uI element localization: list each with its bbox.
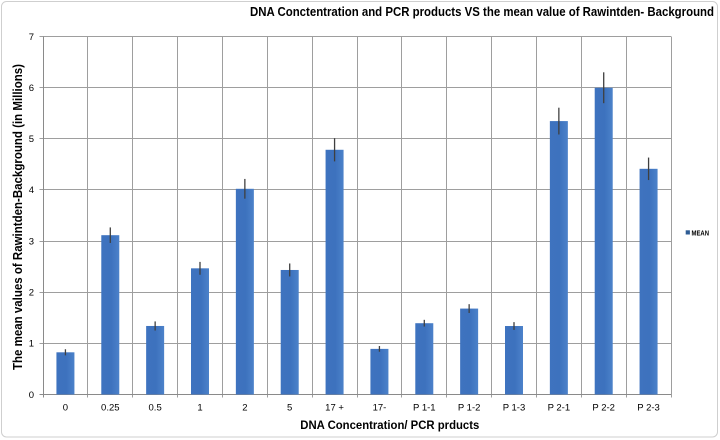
svg-text:DNA Concentration/ PCR prducts: DNA Concentration/ PCR prducts (300, 418, 479, 432)
svg-text:5: 5 (287, 403, 292, 414)
svg-text:0.5: 0.5 (149, 403, 162, 414)
svg-text:7: 7 (29, 32, 34, 43)
svg-text:1: 1 (197, 403, 202, 414)
svg-text:17 +: 17 + (325, 403, 344, 414)
svg-text:P 2-1: P 2-1 (548, 403, 571, 414)
svg-text:P 2-2: P 2-2 (592, 403, 615, 414)
svg-text:17-: 17- (373, 403, 387, 414)
svg-text:The mean values of Rawintden-B: The mean values of Rawintden-Background … (11, 64, 25, 370)
svg-text:P 1-1: P 1-1 (413, 403, 436, 414)
svg-text:2: 2 (29, 288, 34, 299)
svg-text:1: 1 (29, 339, 34, 350)
svg-text:P 1-3: P 1-3 (503, 403, 526, 414)
svg-text:3: 3 (29, 236, 34, 247)
svg-text:4: 4 (29, 185, 34, 196)
svg-text:0: 0 (63, 403, 68, 414)
svg-text:2: 2 (242, 403, 247, 414)
svg-text:P 1-2: P 1-2 (458, 403, 481, 414)
svg-text:MEAN: MEAN (692, 229, 710, 238)
svg-text:6: 6 (29, 83, 34, 94)
svg-text:0: 0 (29, 390, 34, 401)
svg-text:DNA Conctentration and PCR pro: DNA Conctentration and PCR products VS t… (250, 5, 714, 19)
svg-text:5: 5 (29, 134, 34, 145)
svg-text:P 2-3: P 2-3 (637, 403, 660, 414)
svg-text:0.25: 0.25 (101, 403, 120, 414)
